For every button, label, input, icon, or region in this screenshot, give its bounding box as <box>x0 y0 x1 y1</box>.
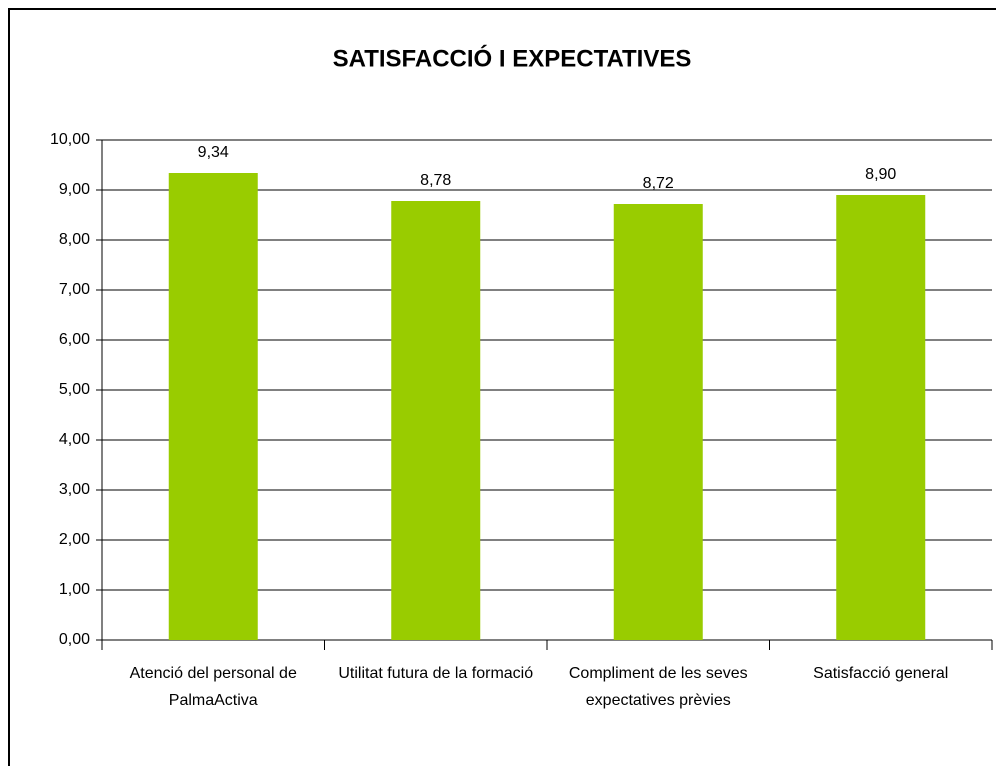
bar <box>836 195 926 640</box>
value-label: 8,90 <box>865 166 896 183</box>
x-tick-label: Utilitat futura de la formació <box>338 665 534 682</box>
x-tick-label: Atenció del personal de PalmaActiva <box>129 665 297 709</box>
chart-title: SATISFACCIÓ I EXPECTATIVES <box>333 44 692 72</box>
bar <box>168 173 258 640</box>
y-tick-label: 8,00 <box>59 231 90 248</box>
bar <box>391 201 481 640</box>
x-tick-label: Compliment de les seves expectatives prè… <box>568 665 748 709</box>
y-tick-label: 9,00 <box>59 181 90 198</box>
y-tick-label: 2,00 <box>59 531 90 548</box>
y-tick-label: 10,00 <box>50 131 90 148</box>
value-label: 8,78 <box>420 172 451 189</box>
y-tick-label: 4,00 <box>59 431 90 448</box>
bar <box>613 204 703 640</box>
y-tick-label: 7,00 <box>59 281 90 298</box>
y-tick-label: 5,00 <box>59 381 90 398</box>
y-tick-label: 1,00 <box>59 581 90 598</box>
x-tick-label: Satisfacció general <box>813 665 949 682</box>
value-label: 8,72 <box>643 175 674 192</box>
y-tick-label: 0,00 <box>59 631 90 648</box>
y-tick-label: 6,00 <box>59 331 90 348</box>
y-tick-label: 3,00 <box>59 481 90 498</box>
value-label: 9,34 <box>198 144 229 161</box>
